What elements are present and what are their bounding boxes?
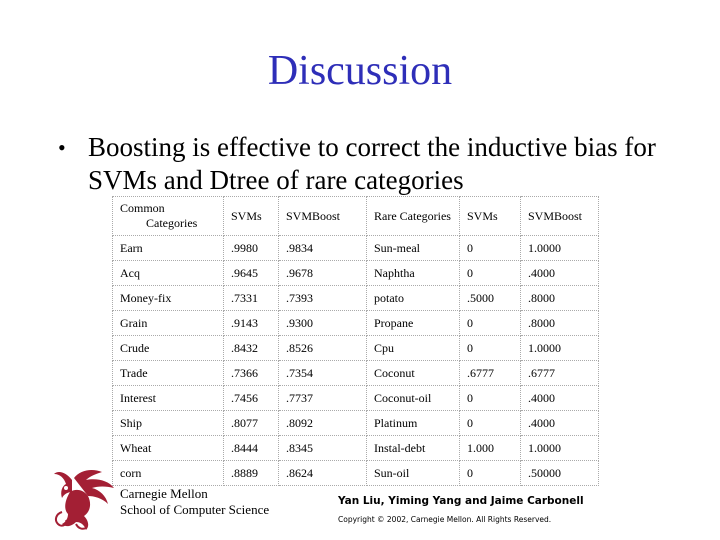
table-header-cell: SVMs bbox=[459, 196, 521, 236]
copyright: Copyright © 2002, Carnegie Mellon. All R… bbox=[338, 515, 552, 524]
table-cell: Sun-oil bbox=[366, 460, 460, 486]
table-row: Grain .9143.9300 Propane 0.8000 bbox=[112, 310, 599, 336]
table-header-cell: Rare Categories bbox=[366, 196, 460, 236]
table-cell: .8345 bbox=[278, 435, 367, 461]
table-cell: 0 bbox=[459, 385, 521, 411]
table-cell: Cpu bbox=[366, 335, 460, 361]
table-cell: .8444 bbox=[223, 435, 279, 461]
table-header-cell: SVMBoost bbox=[520, 196, 599, 236]
table-cell: 0 bbox=[459, 410, 521, 436]
table-cell: .50000 bbox=[520, 460, 599, 486]
table-cell: Ship bbox=[112, 410, 224, 436]
table-cell: Wheat bbox=[112, 435, 224, 461]
table-row: corn .8889.8624 Sun-oil 0.50000 bbox=[112, 460, 599, 486]
table-cell: 1.0000 bbox=[520, 235, 599, 261]
slide-title: Discussion bbox=[267, 48, 453, 94]
table-cell: 0 bbox=[459, 460, 521, 486]
table-row: Interest .7456.7737 Coconut-oil 0.4000 bbox=[112, 385, 599, 411]
table-cell: .7456 bbox=[223, 385, 279, 411]
results-table: Common Categories SVMs SVMBoost Rare Categor… bbox=[112, 196, 599, 486]
table-cell: Coconut bbox=[366, 360, 460, 386]
table-cell: .9980 bbox=[223, 235, 279, 261]
table-cell: 0 bbox=[459, 310, 521, 336]
table-row: Wheat .8444.8345 Instal-debt 1.000 1.0000 bbox=[112, 435, 599, 461]
table-cell: Crude bbox=[112, 335, 224, 361]
table-cell: Sun-meal bbox=[366, 235, 460, 261]
table-row: Acq .9645.9678 Naphtha 0.4000 bbox=[112, 260, 599, 286]
institution-line-1: Carnegie Mellon bbox=[120, 486, 208, 501]
table-header-cell: Common Categories bbox=[112, 196, 224, 236]
table-cell: .8000 bbox=[520, 285, 599, 311]
authors: Yan Liu, Yiming Yang and Jaime Carbonell bbox=[338, 495, 584, 507]
table-cell: .4000 bbox=[520, 410, 599, 436]
table-cell: .7737 bbox=[278, 385, 367, 411]
table-row: Trade .7366.7354 Coconut .6777.6777 bbox=[112, 360, 599, 386]
table-cell: .9300 bbox=[278, 310, 367, 336]
bullet-text: Boosting is effective to correct the ind… bbox=[88, 132, 656, 195]
table-row: Earn .9980.9834 Sun-meal 0 1.0000 bbox=[112, 235, 599, 261]
table-cell: .9645 bbox=[223, 260, 279, 286]
table-cell: .8889 bbox=[223, 460, 279, 486]
table-cell: .9834 bbox=[278, 235, 367, 261]
cmu-griffin-icon bbox=[54, 470, 114, 530]
table-cell: .6777 bbox=[520, 360, 599, 386]
table-cell: .7354 bbox=[278, 360, 367, 386]
table-cell: .9678 bbox=[278, 260, 367, 286]
table-cell: .8000 bbox=[520, 310, 599, 336]
bullet-symbol: • bbox=[58, 135, 66, 160]
table-cell: .7366 bbox=[223, 360, 279, 386]
table-cell: 0 bbox=[459, 335, 521, 361]
institution-name: Carnegie Mellon School of Computer Scien… bbox=[120, 486, 269, 518]
table-cell: Earn bbox=[112, 235, 224, 261]
table-header-cell: SVMBoost bbox=[278, 196, 367, 236]
table-cell: Instal-debt bbox=[366, 435, 460, 461]
table-cell: 0 bbox=[459, 260, 521, 286]
table-cell: .6777 bbox=[459, 360, 521, 386]
table-cell: Propane bbox=[366, 310, 460, 336]
table-row: Ship .8077.8092 Platinum 0.4000 bbox=[112, 410, 599, 436]
table-cell: .7331 bbox=[223, 285, 279, 311]
table-cell: .4000 bbox=[520, 260, 599, 286]
table-cell: .8526 bbox=[278, 335, 367, 361]
table-header-row: Common Categories SVMs SVMBoost Rare Categor… bbox=[112, 196, 599, 236]
table-header-cell: SVMs bbox=[223, 196, 279, 236]
table-cell: 1.000 bbox=[459, 435, 521, 461]
table-cell: Coconut-oil bbox=[366, 385, 460, 411]
table-cell: potato bbox=[366, 285, 460, 311]
institution-line-2: School of Computer Science bbox=[120, 502, 270, 517]
table-cell: Naphtha bbox=[366, 260, 460, 286]
table-cell: 1.0000 bbox=[520, 335, 599, 361]
table-cell: corn bbox=[112, 460, 224, 486]
table-cell: Grain bbox=[112, 310, 224, 336]
table-cell: Acq bbox=[112, 260, 224, 286]
table-cell: Money-fix bbox=[112, 285, 224, 311]
table-cell: Trade bbox=[112, 360, 224, 386]
table-row: Crude .8432.8526 Cpu 0 1.0000 bbox=[112, 335, 599, 361]
table-cell: .9143 bbox=[223, 310, 279, 336]
table-cell: 0 bbox=[459, 235, 521, 261]
table-cell: Platinum bbox=[366, 410, 460, 436]
table-cell: .8092 bbox=[278, 410, 367, 436]
table-cell: .4000 bbox=[520, 385, 599, 411]
table-cell: .8077 bbox=[223, 410, 279, 436]
table-cell: .8624 bbox=[278, 460, 367, 486]
table-cell: 1.0000 bbox=[520, 435, 599, 461]
table-cell: Interest bbox=[112, 385, 224, 411]
table-cell: .5000 bbox=[459, 285, 521, 311]
table-cell: .7393 bbox=[278, 285, 367, 311]
table-cell: .8432 bbox=[223, 335, 279, 361]
table-row: Money-fix .7331.7393 potato .5000.8000 bbox=[112, 285, 599, 311]
